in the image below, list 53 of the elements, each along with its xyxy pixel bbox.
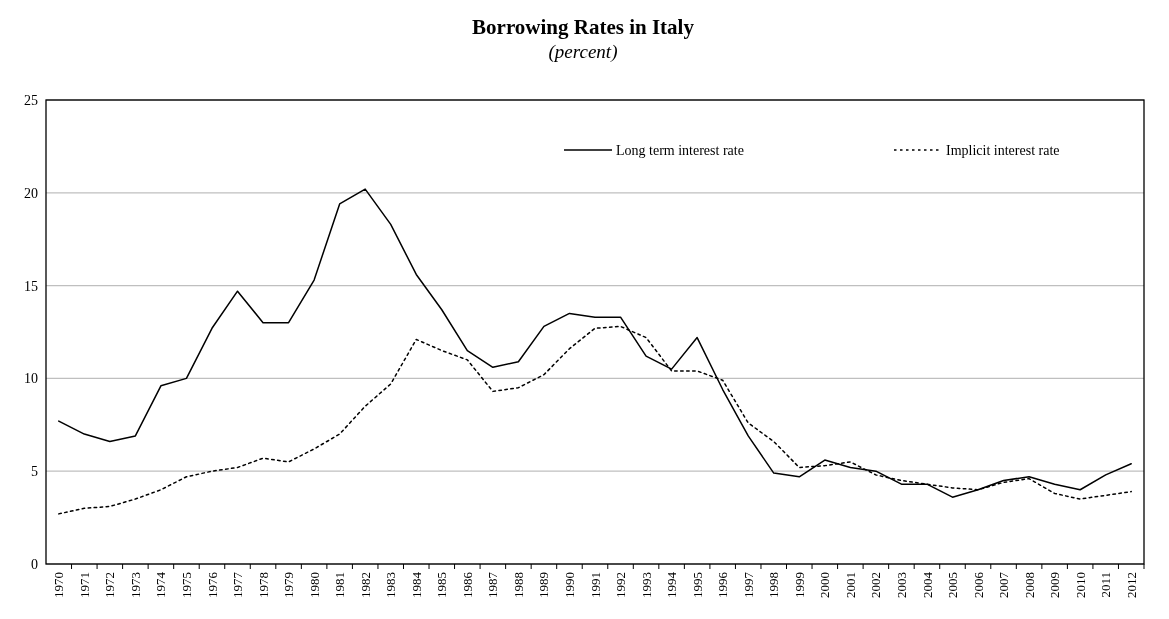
x-tick-label: 1978 [255,572,271,598]
chart-subtitle: (percent) [548,41,618,63]
x-tick-label: 1974 [153,571,169,598]
y-tick-label: 0 [31,556,38,572]
x-tick-label: 1975 [178,572,194,598]
x-tick-label: 2012 [1123,572,1139,598]
x-tick-label: 1972 [102,572,118,598]
legend-label: Long term interest rate [616,142,744,158]
x-tick-label: 2004 [919,571,935,598]
x-tick-label: 1984 [408,571,424,598]
x-tick-label: 1973 [127,572,143,598]
x-tick-label: 1992 [613,572,629,598]
x-tick-label: 2011 [1098,572,1114,598]
x-tick-label: 2001 [842,572,858,598]
x-tick-label: 1995 [689,572,705,598]
x-tick-label: 1988 [510,572,526,598]
x-tick-label: 1981 [332,572,348,598]
x-tick-label: 1979 [281,572,297,598]
y-tick-label: 5 [31,464,38,480]
x-tick-label: 1982 [357,572,373,598]
x-tick-label: 2002 [868,572,884,598]
x-tick-label: 2006 [970,571,986,598]
x-tick-label: 1994 [664,571,680,598]
x-tick-label: 1983 [383,572,399,598]
x-tick-label: 1993 [638,572,654,598]
legend-label: Implicit interest rate [946,142,1060,158]
x-tick-label: 2009 [1047,572,1063,598]
x-tick-label: 1985 [434,572,450,598]
x-tick-label: 1977 [230,571,246,598]
x-tick-label: 2003 [893,572,909,598]
x-tick-label: 1970 [51,572,67,598]
y-tick-label: 20 [24,185,38,201]
x-tick-label: 1976 [204,571,220,598]
x-tick-label: 2008 [1021,572,1037,598]
y-tick-label: 10 [24,371,38,387]
x-tick-label: 1998 [766,572,782,598]
x-tick-label: 2007 [996,571,1012,598]
x-tick-label: 1989 [536,572,552,598]
x-tick-label: 2000 [817,572,833,598]
x-tick-label: 1999 [791,572,807,598]
chart-title: Borrowing Rates in Italy [472,15,695,39]
x-tick-label: 1991 [587,572,603,598]
y-tick-label: 25 [24,92,38,108]
y-tick-label: 15 [24,278,38,294]
x-tick-label: 2005 [945,572,961,598]
x-tick-label: 1971 [76,572,92,598]
x-tick-label: 1990 [562,572,578,598]
x-tick-label: 1980 [306,572,322,598]
x-tick-label: 1987 [485,571,501,598]
x-tick-label: 1986 [459,571,475,598]
x-tick-label: 1996 [715,571,731,598]
x-tick-label: 1997 [740,571,756,598]
x-tick-label: 2010 [1072,572,1088,598]
